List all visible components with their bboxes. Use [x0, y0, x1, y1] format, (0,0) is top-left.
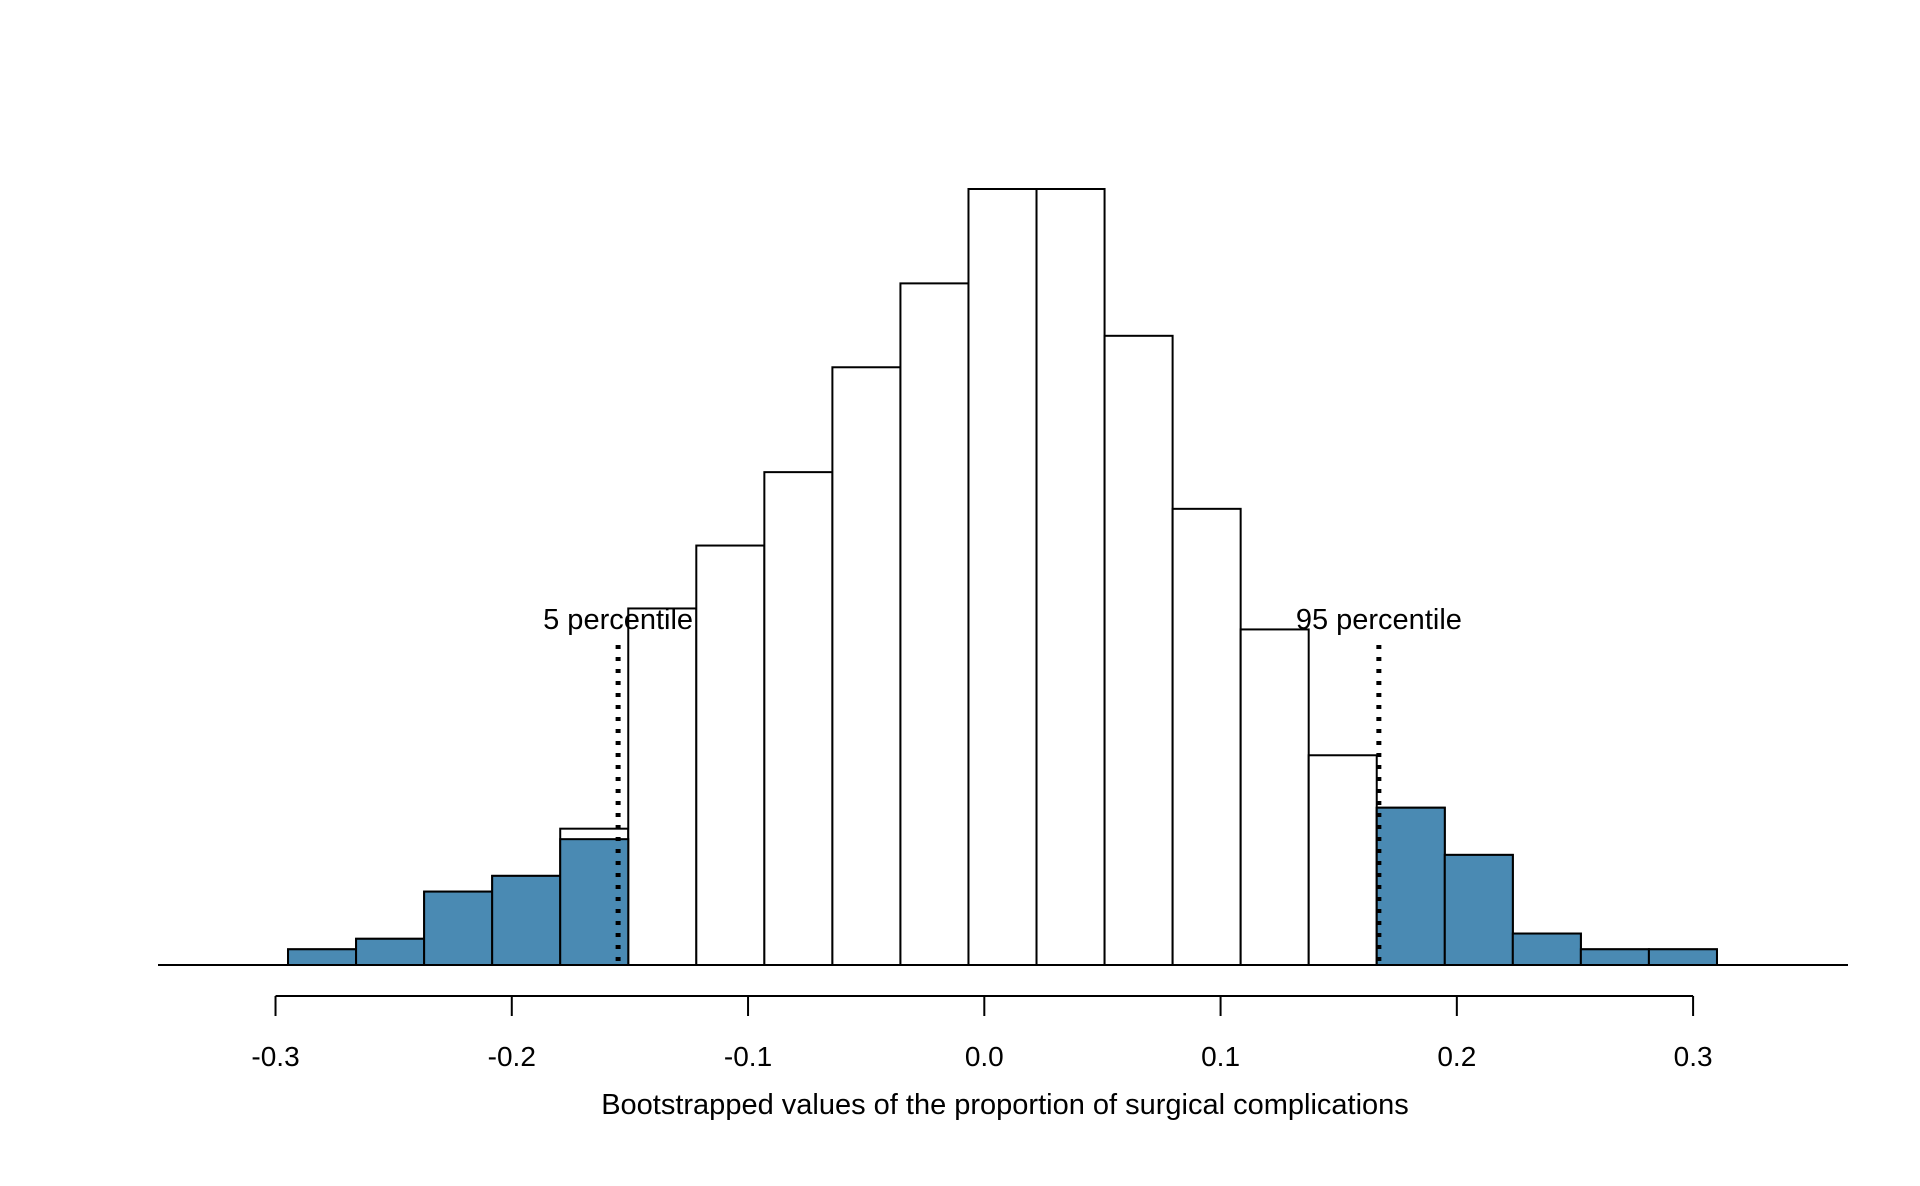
histogram-bar	[899, 282, 970, 967]
x-tick-label: -0.1	[724, 1041, 772, 1072]
x-tick-label: 0.3	[1674, 1041, 1713, 1072]
x-tick-label: -0.2	[488, 1041, 536, 1072]
histogram-bar	[1035, 188, 1106, 966]
percentile-markers: 5 percentile 95 percentile	[543, 604, 1462, 965]
lower-tail-bar	[355, 937, 426, 967]
histogram-bar	[1171, 507, 1242, 966]
histogram-bar	[1103, 334, 1174, 967]
lower-tail-bar	[559, 838, 630, 967]
x-tick-label: 0.0	[965, 1041, 1004, 1072]
upper-tail-bar	[1443, 853, 1514, 967]
histogram-bar	[1239, 628, 1310, 966]
histogram-bar	[967, 188, 1038, 966]
percentile-label: 95 percentile	[1296, 604, 1462, 636]
upper-tail-bar	[1375, 806, 1446, 966]
x-axis: -0.3 -0.2 -0.1 0.0 0.1 0.2 0.3	[251, 995, 1713, 1072]
lower-tail-bar	[287, 948, 358, 966]
histogram-bar	[627, 607, 698, 966]
percentile-label: 5 percentile	[543, 604, 693, 636]
upper-tail-bar	[1579, 948, 1650, 966]
histogram-bar	[763, 471, 834, 966]
histogram-bar	[831, 366, 902, 966]
tail-bars	[287, 806, 1718, 967]
upper-tail-bar	[1511, 932, 1582, 966]
upper-tail-bar	[1647, 948, 1718, 966]
histogram-bars	[287, 188, 1718, 967]
histogram-bar	[695, 544, 766, 966]
x-tick-label: -0.3	[251, 1041, 299, 1072]
lower-tail-bar	[423, 890, 494, 967]
histogram-bar	[1307, 754, 1378, 966]
x-tick-label: 0.2	[1437, 1041, 1476, 1072]
x-tick-label: 0.1	[1201, 1041, 1240, 1072]
lower-tail-bar	[491, 874, 562, 966]
x-axis-label: Bootstrapped values of the proportion of…	[601, 1089, 1409, 1121]
